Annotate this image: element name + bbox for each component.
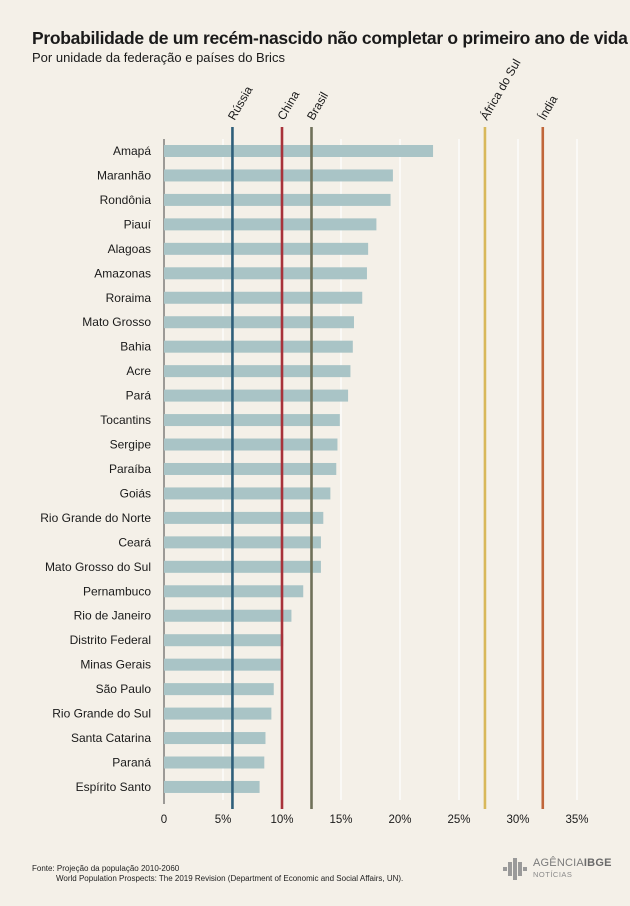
source-line-2: World Population Prospects: The 2019 Rev…	[56, 874, 404, 883]
category-label: Piauí	[124, 217, 152, 231]
logo-brand: AGÊNCIAIBGE	[533, 857, 612, 869]
x-tick-label: 20%	[388, 814, 411, 826]
bar	[164, 511, 324, 524]
reference-label: Brasil	[304, 90, 331, 123]
category-label: Acre	[126, 364, 151, 378]
bar	[164, 438, 338, 451]
reference-label: África do Sul	[477, 56, 524, 122]
category-label: Rio Grande do Norte	[40, 511, 151, 525]
category-label: Paraná	[112, 756, 151, 770]
bar	[164, 414, 340, 427]
bar	[164, 169, 393, 182]
category-label: Alagoas	[108, 242, 151, 256]
category-label: Amazonas	[94, 266, 151, 280]
bar	[164, 487, 331, 500]
category-label: Espírito Santo	[76, 780, 152, 794]
category-label: Amapá	[113, 144, 151, 158]
bar	[164, 560, 321, 573]
x-tick-label: 15%	[329, 814, 352, 826]
ibge-logo-icon	[503, 858, 527, 880]
category-label: Minas Gerais	[80, 658, 151, 672]
reference-label: Índia	[534, 92, 560, 122]
category-label: Rio de Janeiro	[74, 609, 152, 623]
category-label: Rio Grande do Sul	[52, 707, 151, 721]
bar	[164, 316, 354, 329]
bar	[164, 609, 292, 622]
category-label: Roraima	[106, 291, 152, 305]
x-tick-label: 10%	[270, 814, 293, 826]
category-label: Pernambuco	[83, 584, 151, 598]
x-tick-label: 5%	[215, 814, 232, 826]
bar	[164, 756, 265, 769]
bar	[164, 707, 272, 720]
source-line-1: Fonte: Projeção da população 2010-2060	[32, 864, 180, 873]
bar	[164, 145, 434, 157]
agencia-ibge-logo: AGÊNCIAIBGE NOTÍCIAS	[503, 858, 612, 880]
bar	[164, 462, 337, 475]
x-tick-label: 30%	[506, 814, 529, 826]
bar	[164, 193, 391, 206]
category-label: Tocantins	[100, 413, 151, 427]
bar	[164, 218, 377, 231]
bar	[164, 780, 260, 793]
bar	[164, 340, 353, 353]
bar	[164, 291, 363, 304]
category-label: São Paulo	[96, 682, 152, 696]
category-label: Pará	[126, 389, 152, 403]
category-label: Mato Grosso do Sul	[45, 560, 151, 574]
category-label: Santa Catarina	[71, 731, 151, 745]
category-label: Paraíba	[109, 462, 151, 476]
bar	[164, 658, 281, 671]
logo-sub: NOTÍCIAS	[533, 870, 573, 879]
bar	[164, 683, 274, 696]
bar	[164, 634, 284, 647]
bar	[164, 389, 349, 402]
bar	[164, 365, 351, 378]
category-label: Rondônia	[100, 193, 152, 207]
category-label: Sergipe	[110, 438, 152, 452]
bar	[164, 267, 367, 280]
category-label: Maranhão	[97, 168, 151, 182]
x-tick-label: 0	[161, 814, 167, 826]
chart-title: Probabilidade de um recém-nascido não co…	[32, 28, 628, 48]
bar	[164, 732, 266, 745]
category-label: Ceará	[118, 535, 151, 549]
x-tick-label: 35%	[565, 814, 588, 826]
bar	[164, 242, 369, 255]
source-footer: Fonte: Projeção da população 2010-2060 W…	[32, 864, 403, 884]
category-label: Bahia	[120, 340, 151, 354]
bar	[164, 536, 321, 549]
chart-subtitle: Por unidade da federação e países do Bri…	[32, 50, 285, 65]
x-tick-label: 25%	[447, 814, 470, 826]
category-label: Distrito Federal	[70, 633, 151, 647]
category-label: Mato Grosso	[82, 315, 151, 329]
reference-label: China	[274, 88, 302, 122]
reference-label: Rússia	[225, 83, 256, 122]
category-label: Goiás	[120, 486, 151, 500]
